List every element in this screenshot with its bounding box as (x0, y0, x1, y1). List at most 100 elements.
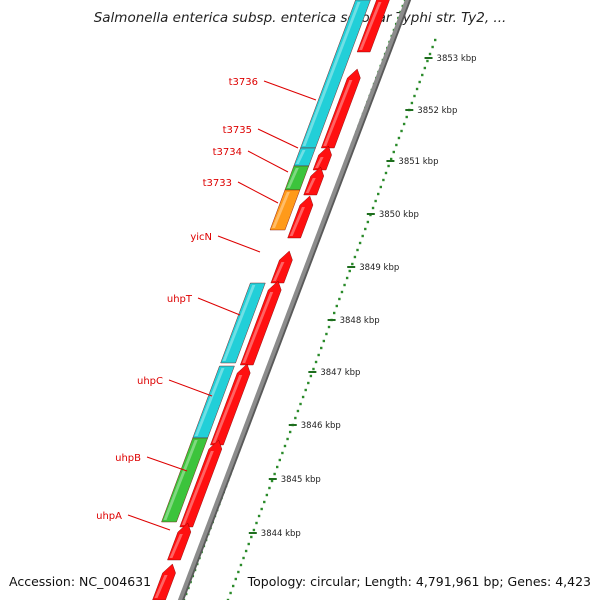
tick-dot (270, 479, 274, 483)
tick-dot (309, 374, 313, 378)
gene-arrow-highlight (154, 575, 168, 598)
tick-dot (382, 178, 385, 182)
tick-dot (296, 409, 300, 413)
tick-dot (384, 171, 388, 175)
gene-arrow (210, 363, 251, 446)
tick-dot (304, 388, 307, 392)
tick-dot (351, 262, 354, 266)
tick-dot (260, 507, 263, 511)
feature-block (220, 282, 266, 364)
gene-arrow-highlight (323, 80, 353, 146)
backbone-line (177, 0, 410, 600)
gene-arrow (303, 166, 325, 196)
tick-dot (327, 325, 331, 329)
feature-track (161, 0, 371, 523)
leader-line (217, 235, 261, 253)
feature-block-highlight (222, 285, 256, 361)
tick-dot (332, 311, 336, 315)
feature-block-highlight (295, 150, 306, 164)
tick-dot (395, 143, 398, 147)
feature-block-highlight (302, 2, 361, 146)
leader-line (146, 456, 188, 472)
backbone-track (177, 0, 412, 600)
tick-dot (338, 297, 341, 301)
gene-arrow (167, 522, 192, 561)
tick-dot (317, 353, 320, 357)
tick-dot (281, 451, 284, 455)
gene-label-yicN: yicN (190, 232, 212, 243)
tick-dot (418, 80, 421, 84)
gene-arrow (270, 250, 293, 284)
gene-arrow-highlight (289, 207, 305, 236)
tick-dot (265, 493, 269, 497)
leader-line (237, 181, 279, 204)
kbp-label: 3845 kbp (281, 475, 321, 485)
gene-arrow-highlight (242, 292, 274, 363)
tick-dot (431, 45, 434, 49)
gene-arrow-highlight (181, 451, 214, 525)
tick-dot (257, 514, 261, 518)
tick-dot (276, 465, 279, 469)
tick-dot (428, 52, 432, 56)
tick-dot (358, 241, 362, 245)
kbp-label: 3850 kbp (379, 210, 419, 220)
tick-dot (392, 150, 395, 154)
tick-dot (340, 290, 344, 294)
tick-dot (423, 66, 427, 70)
tick-dot (348, 269, 351, 273)
tick-dot (374, 199, 377, 203)
tick-dot (400, 129, 403, 133)
leader-line (247, 150, 289, 173)
gene-track (152, 0, 390, 600)
kbp-label: 3852 kbp (417, 106, 457, 116)
tick-dot (294, 416, 297, 420)
feature-block-highlight (272, 192, 290, 228)
tick-dot (234, 577, 237, 581)
leader-line (263, 80, 317, 101)
tick-dot (273, 472, 276, 476)
gene-arrow-highlight (315, 157, 324, 168)
tick-dot (322, 339, 326, 343)
gene-arrow (356, 0, 390, 53)
gene-arrow-highlight (359, 2, 382, 50)
tick-dot (226, 598, 230, 600)
gene-label-uhpB: uhpB (115, 453, 141, 464)
gene-arrow (152, 563, 176, 600)
tick-dot (312, 367, 315, 371)
feature-block-highlight (286, 168, 299, 188)
tick-dot (434, 38, 437, 42)
tick-dot (229, 591, 232, 595)
tick-dot (301, 395, 305, 399)
kbp-label: 3847 kbp (320, 368, 360, 378)
tick-dot (415, 87, 419, 91)
tick-dot (268, 486, 271, 490)
kbp-label: 3844 kbp (261, 529, 301, 539)
leader-line (168, 379, 213, 397)
kbp-scale: 3853 kbp 3852 kbp 3851 kbp 3850 kbp 3849 kbp… (248, 54, 477, 539)
feature-block-highlight (194, 368, 225, 436)
tick-dot (410, 101, 414, 105)
tick-dot (325, 332, 328, 336)
tick-dot (345, 276, 349, 280)
gene-arrow-highlight (169, 534, 183, 558)
tick-dot (371, 206, 375, 210)
gene-label-t3736: t3736 (229, 77, 258, 88)
kbp-label: 3848 kbp (340, 316, 380, 326)
tick-dot (231, 584, 235, 588)
gene-arrow-highlight (305, 178, 316, 193)
gene-arrow (179, 439, 223, 528)
gene-arrow (320, 68, 361, 149)
topology-text: Topology: circular; Length: 4,791,961 bp… (247, 574, 591, 589)
gene-label-uhpA: uhpA (96, 511, 122, 522)
tick-dot (250, 535, 253, 539)
gene-label-uhpC: uhpC (137, 376, 163, 387)
tick-dot (377, 192, 380, 196)
feature-block-highlight (163, 440, 198, 520)
gene-label-t3735: t3735 (223, 125, 252, 136)
accession-text: Accession: NC_004631 (9, 574, 152, 589)
tick-dot (237, 570, 240, 574)
tick-dot (402, 122, 406, 126)
tick-dot (320, 346, 323, 350)
kbp-label: 3846 kbp (301, 421, 341, 431)
gene-arrow-highlight (272, 262, 285, 281)
